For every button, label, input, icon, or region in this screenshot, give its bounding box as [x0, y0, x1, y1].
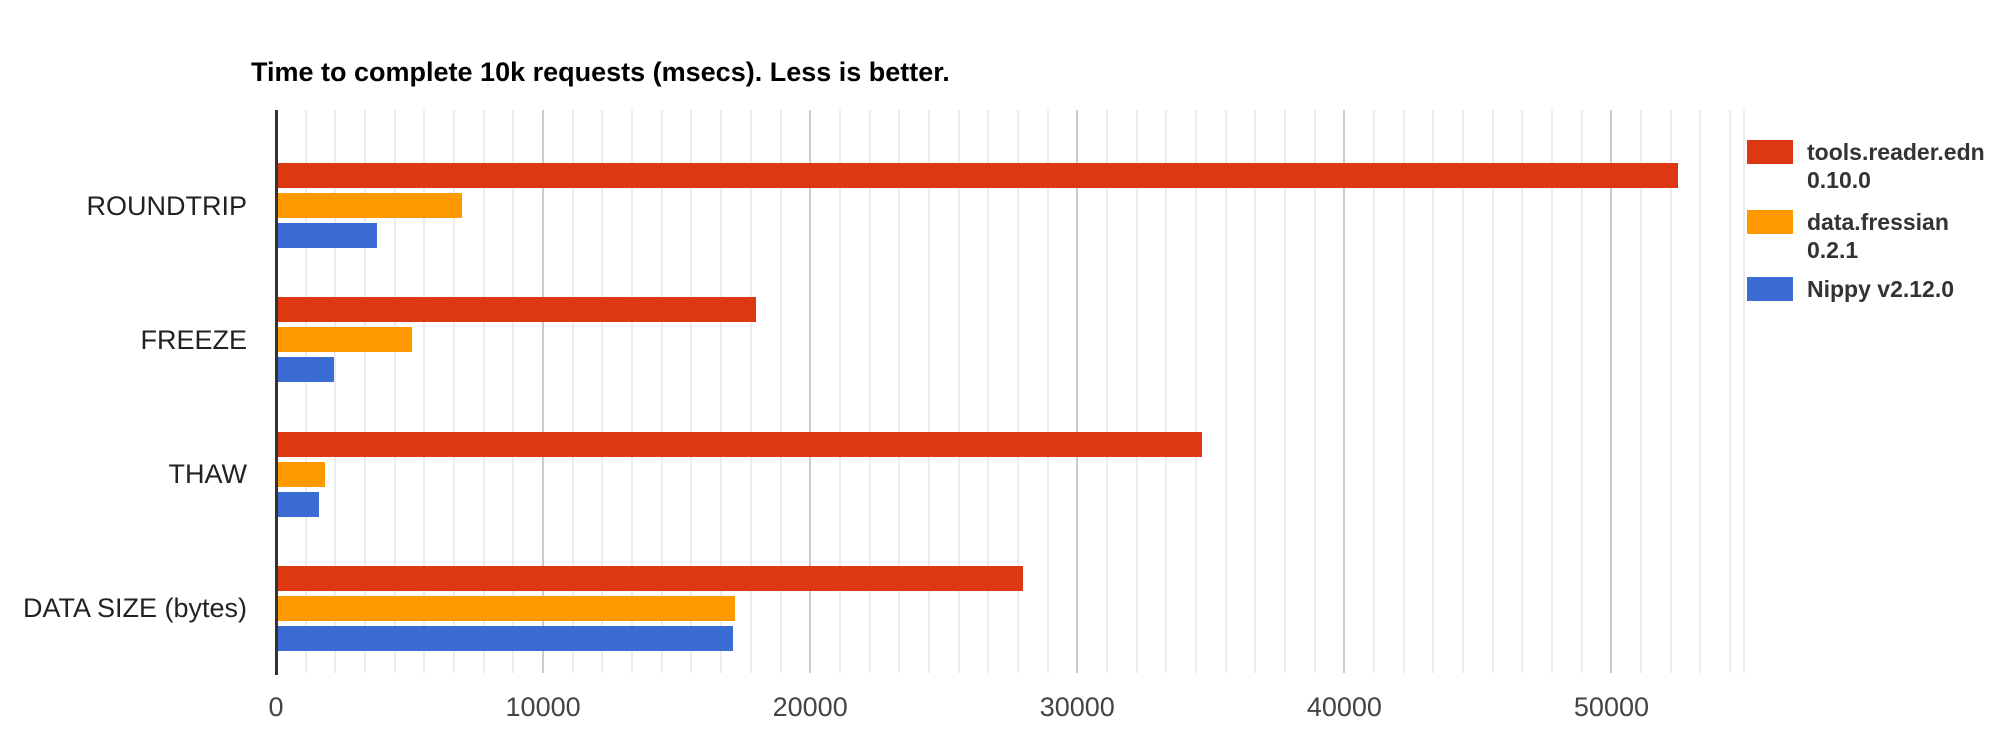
gridline-minor: [631, 110, 634, 673]
gridline-minor: [1729, 110, 1732, 673]
gridline-minor: [334, 110, 337, 673]
gridline-minor: [690, 110, 693, 673]
legend-label-line: data.fressian: [1807, 209, 1949, 235]
gridline-minor: [1402, 110, 1405, 673]
gridline-minor: [868, 110, 871, 673]
gridline-minor: [1254, 110, 1257, 673]
gridline-minor: [1135, 110, 1138, 673]
gridline-minor: [1373, 110, 1376, 673]
category-axis-line: [275, 110, 278, 675]
bar-data-size-bytes-tools-reader-edn-0-10-0[interactable]: [278, 565, 1024, 591]
gridline-minor: [1699, 110, 1702, 673]
gridline-plot-edge: [1743, 110, 1745, 673]
bar-roundtrip-data-fressian-0-2-1[interactable]: [278, 193, 463, 218]
gridline-minor: [987, 110, 990, 673]
bar-roundtrip-tools-reader-edn-0-10-0[interactable]: [278, 163, 1678, 188]
gridline-minor: [393, 110, 396, 673]
gridline-minor: [1194, 110, 1197, 673]
bar-data-size-bytes-nippy-v2-12-0[interactable]: [278, 625, 734, 651]
gridline-minor: [660, 110, 663, 673]
gridline-minor: [512, 110, 515, 673]
gridline-minor: [482, 110, 485, 673]
legend: tools.reader.edn 0.10.0 data.fressian 0.2.1…: [1747, 0, 2005, 754]
x-tick-label-20000: 20000: [772, 692, 848, 722]
legend-label: Nippy v2.12.0: [1807, 275, 1954, 303]
gridline-minor: [1046, 110, 1049, 673]
bar-thaw-data-fressian-0-2-1[interactable]: [278, 461, 325, 487]
legend-label: data.fressian 0.2.1: [1807, 208, 1949, 264]
legend-swatch-tools-reader-edn-0-10-0: [1747, 140, 1793, 164]
legend-label-line: 0.2.1: [1807, 237, 1859, 263]
legend-item-data-fressian-0-2-1: data.fressian 0.2.1: [1747, 208, 1949, 264]
category-label-thaw: THAW: [168, 459, 247, 490]
legend-item-nippy-v2-12-0: Nippy v2.12.0: [1747, 275, 1954, 303]
gridline-minor: [601, 110, 604, 673]
chart-title: Time to complete 10k requests (msecs). L…: [251, 57, 950, 87]
gridline-minor: [957, 110, 960, 673]
legend-swatch-data-fressian-0-2-1: [1747, 210, 1793, 234]
x-tick-label-30000: 30000: [1039, 692, 1115, 722]
gridline-major: [1610, 110, 1613, 673]
x-tick-label-10000: 10000: [505, 692, 581, 722]
gridline-minor: [1491, 110, 1494, 673]
gridline-major: [1076, 110, 1079, 673]
legend-label: tools.reader.edn 0.10.0: [1807, 138, 1985, 194]
gridline-minor: [1016, 110, 1019, 673]
category-label-freeze: FREEZE: [140, 324, 247, 355]
gridline-minor: [1640, 110, 1643, 673]
bar-freeze-tools-reader-edn-0-10-0[interactable]: [278, 297, 757, 323]
gridline-minor: [1669, 110, 1672, 673]
gridline-minor: [1551, 110, 1554, 673]
gridline-minor: [927, 110, 930, 673]
gridline-minor: [779, 110, 782, 673]
gridline-major: [542, 110, 545, 673]
gridline-minor: [1165, 110, 1168, 673]
bar-freeze-nippy-v2-12-0[interactable]: [278, 357, 335, 383]
gridline-major: [1343, 110, 1346, 673]
gridline-minor: [1313, 110, 1316, 673]
x-tick-label-40000: 40000: [1306, 692, 1382, 722]
legend-label-line: Nippy v2.12.0: [1807, 276, 1955, 302]
gridline-minor: [1105, 110, 1108, 673]
plot-area: [276, 110, 1745, 673]
bar-data-size-bytes-data-fressian-0-2-1[interactable]: [278, 595, 735, 621]
gridline-minor: [898, 110, 901, 673]
bar-roundtrip-nippy-v2-12-0[interactable]: [278, 223, 377, 248]
bar-thaw-nippy-v2-12-0[interactable]: [278, 491, 320, 517]
gridline-minor: [453, 110, 456, 673]
legend-label-line: tools.reader.edn: [1807, 139, 1985, 165]
gridline-minor: [364, 110, 367, 673]
gridline-major: [809, 110, 812, 673]
gridline-minor: [423, 110, 426, 673]
gridline-minor: [749, 110, 752, 673]
gridline-minor: [1432, 110, 1435, 673]
bar-freeze-data-fressian-0-2-1[interactable]: [278, 327, 412, 353]
category-label-data-size-bytes: DATA SIZE (bytes): [22, 593, 247, 624]
x-tick-label-50000: 50000: [1573, 692, 1649, 722]
gridline-minor: [1580, 110, 1583, 673]
gridline-minor: [720, 110, 723, 673]
gridline-minor: [1462, 110, 1465, 673]
legend-item-tools-reader-edn-0-10-0: tools.reader.edn 0.10.0: [1747, 138, 1985, 194]
gridline-minor: [1284, 110, 1286, 673]
legend-swatch-nippy-v2-12-0: [1747, 277, 1793, 301]
category-label-roundtrip: ROUNDTRIP: [86, 190, 248, 221]
x-tick-label-0: 0: [268, 692, 284, 722]
gridline-minor: [838, 110, 841, 673]
legend-label-line: 0.10.0: [1807, 167, 1871, 193]
gridline-minor: [1521, 110, 1524, 673]
gridline-minor: [571, 110, 574, 673]
gridline-minor: [304, 110, 307, 673]
bar-thaw-tools-reader-edn-0-10-0[interactable]: [278, 431, 1203, 457]
gridline-minor: [1224, 110, 1227, 673]
